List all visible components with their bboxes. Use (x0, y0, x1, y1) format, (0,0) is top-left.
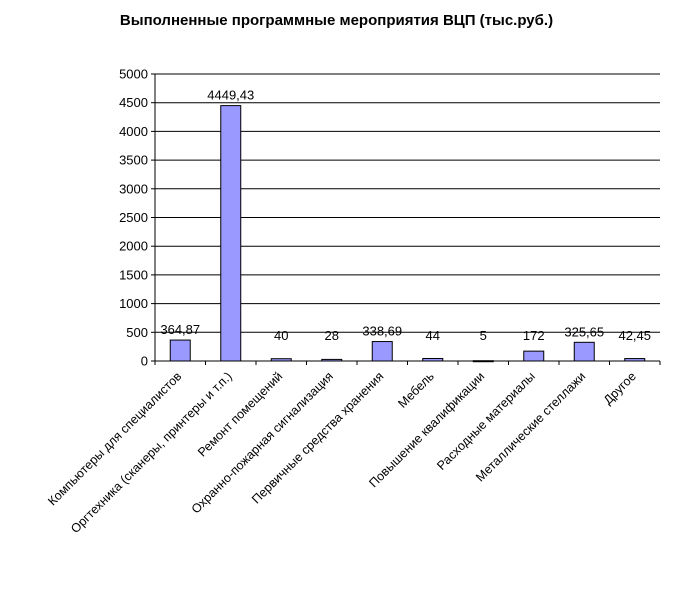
category-label: Металлические стеллажи (473, 369, 588, 484)
y-tick-label: 5000 (119, 67, 148, 82)
data-label: 364,87 (160, 322, 200, 337)
data-label: 42,45 (618, 328, 651, 343)
y-tick-label: 2500 (119, 210, 148, 225)
y-tick-label: 1000 (119, 296, 148, 311)
data-label: 325,65 (564, 324, 604, 339)
y-tick-label: 500 (126, 325, 148, 340)
category-label: Другое (601, 369, 639, 407)
category-label: Мебель (395, 369, 437, 411)
y-tick-label: 4000 (119, 124, 148, 139)
bar (270, 358, 292, 362)
y-tick-label: 3000 (119, 181, 148, 196)
data-label: 28 (325, 328, 339, 343)
data-label: 172 (523, 328, 545, 343)
bar (371, 341, 393, 362)
y-tick-label: 0 (141, 354, 148, 369)
data-label: 338,69 (362, 324, 402, 339)
y-tick-label: 1500 (119, 267, 148, 282)
category-label: Расходные материалы (434, 369, 538, 473)
bar (472, 360, 494, 363)
y-tick-label: 4500 (119, 95, 148, 110)
y-tick-label: 3500 (119, 153, 148, 168)
bar (624, 358, 646, 362)
chart-title: Выполненные программные мероприятия ВЦП … (119, 12, 554, 29)
bar (523, 350, 545, 362)
bar (321, 358, 343, 362)
bar (169, 339, 191, 362)
bar (573, 341, 595, 362)
data-label: 40 (274, 328, 288, 343)
category-label: Ремонт помещений (195, 369, 285, 459)
y-tick-label: 2000 (119, 239, 148, 254)
data-label: 44 (426, 328, 440, 343)
bar (422, 357, 444, 362)
data-label: 5 (480, 328, 487, 343)
data-label: 4449,43 (207, 88, 254, 103)
bar (220, 105, 242, 362)
